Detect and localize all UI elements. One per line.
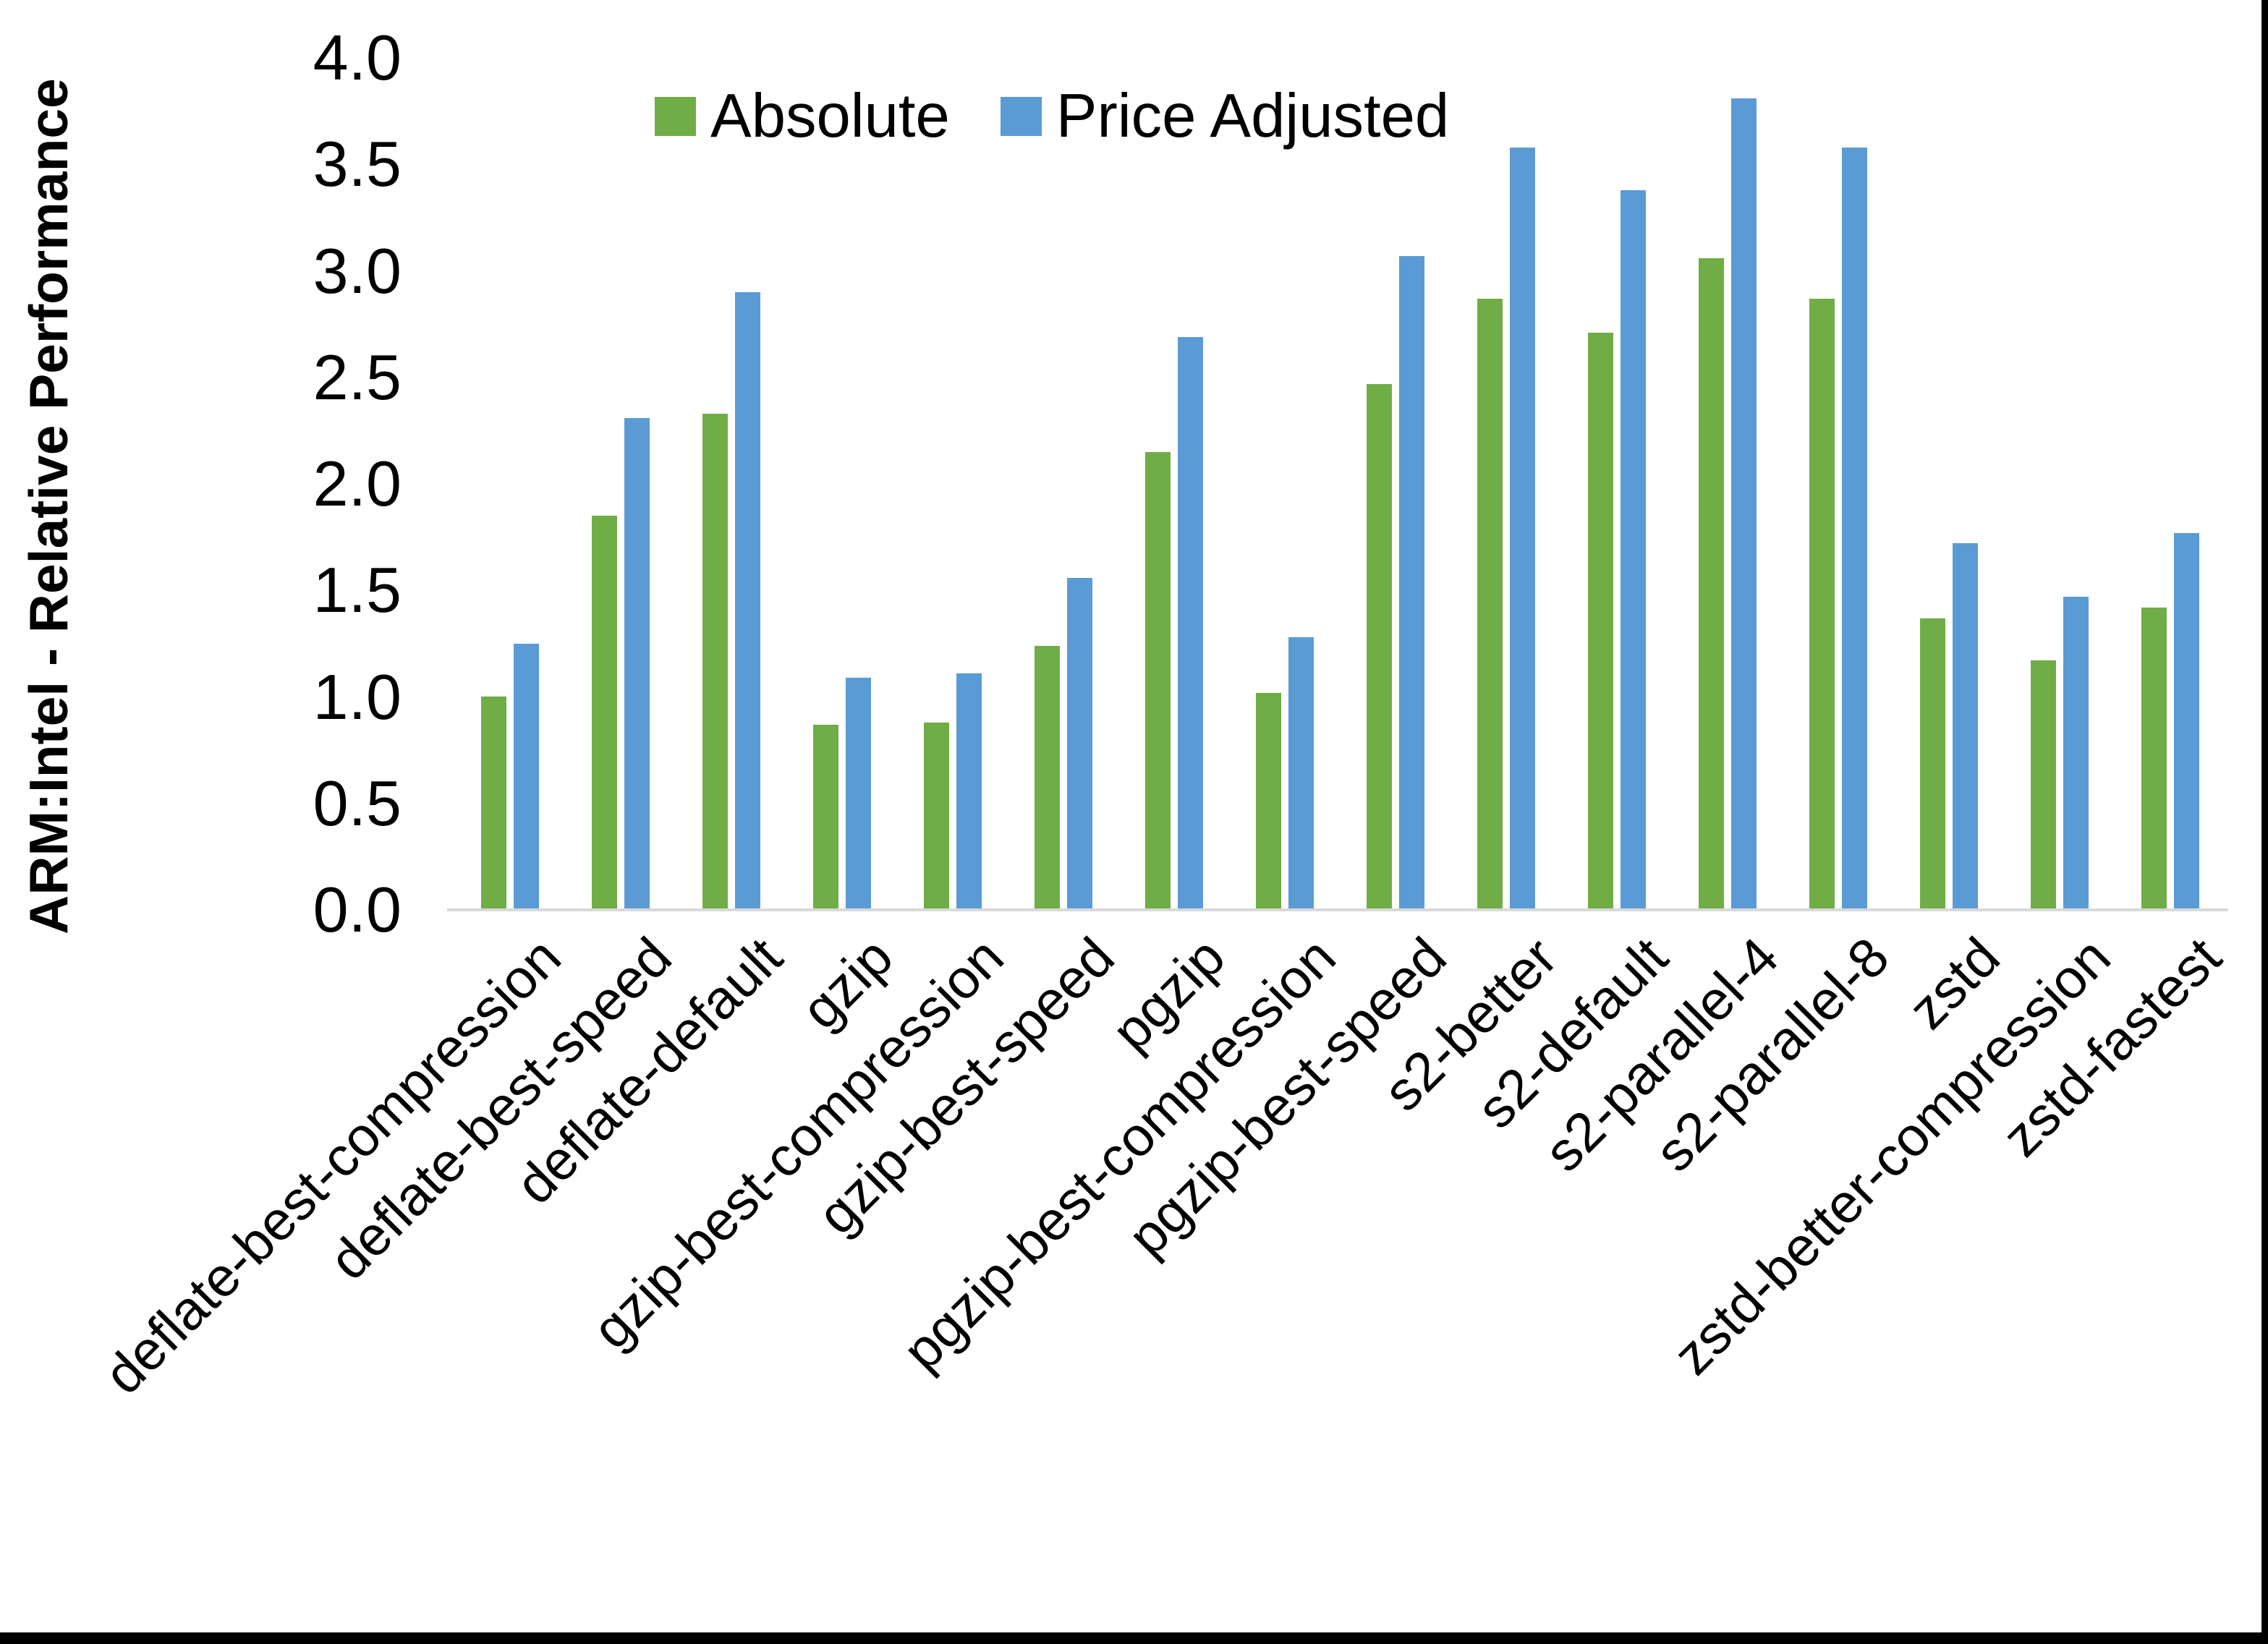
bar-s2-parallel-4-absolute xyxy=(1699,258,1724,910)
bar-zstd-absolute xyxy=(1920,618,1945,910)
bar-pgzip-best-speed-absolute xyxy=(1367,384,1392,910)
legend: Absolute Price Adjusted xyxy=(655,85,1449,147)
y-tick-label: 0.5 xyxy=(313,767,402,839)
bar-s2-default-price-adjusted xyxy=(1621,190,1646,910)
bar-zstd-fastest-absolute xyxy=(2141,608,2167,910)
bottom-border-bar xyxy=(0,1632,2268,1644)
legend-item-absolute: Absolute xyxy=(655,85,950,147)
bar-deflate-best-speed-absolute xyxy=(592,516,617,910)
bar-deflate-best-compression-price-adjusted xyxy=(514,644,539,910)
y-tick-label: 1.5 xyxy=(313,554,402,626)
y-tick-label: 2.0 xyxy=(313,448,402,519)
bar-zstd-better-compression-price-adjusted xyxy=(2063,597,2089,910)
right-border-bar xyxy=(2261,0,2268,1644)
legend-swatch-icon xyxy=(1000,96,1042,136)
y-tick-label: 4.0 xyxy=(313,22,402,93)
bar-gzip-absolute xyxy=(813,725,838,910)
bar-s2-default-absolute xyxy=(1588,333,1613,910)
bar-s2-parallel-8-price-adjusted xyxy=(1842,148,1867,910)
bar-s2-parallel-4-price-adjusted xyxy=(1731,98,1757,910)
legend-swatch-icon xyxy=(655,96,696,136)
legend-label: Absolute xyxy=(710,82,950,150)
bar-deflate-default-price-adjusted xyxy=(735,292,760,910)
y-tick-label: 0.0 xyxy=(313,874,402,945)
bar-gzip-best-compression-price-adjusted xyxy=(956,673,982,910)
y-tick-label: 3.0 xyxy=(313,234,402,307)
bar-gzip-best-compression-absolute xyxy=(924,723,949,910)
legend-item-price-adjusted: Price Adjusted xyxy=(1000,82,1450,150)
bar-pgzip-price-adjusted xyxy=(1178,337,1203,910)
y-tick-label: 1.0 xyxy=(313,660,402,733)
x-axis-line xyxy=(447,908,2228,911)
y-axis-title: ARM:Intel - Relative Performance xyxy=(18,78,79,934)
bar-pgzip-absolute xyxy=(1145,452,1171,910)
bar-pgzip-best-compression-absolute xyxy=(1256,693,1281,910)
bar-pgzip-best-compression-price-adjusted xyxy=(1288,637,1314,910)
bar-pgzip-best-speed-price-adjusted xyxy=(1399,256,1424,910)
y-tick-label: 2.5 xyxy=(313,341,402,413)
bar-gzip-price-adjusted xyxy=(846,678,871,910)
bar-zstd-better-compression-absolute xyxy=(2031,660,2056,910)
bar-zstd-fastest-price-adjusted xyxy=(2174,533,2199,910)
bar-deflate-default-absolute xyxy=(702,414,728,910)
bar-gzip-best-speed-absolute xyxy=(1035,646,1060,910)
y-tick-label: 3.5 xyxy=(313,128,402,200)
bar-s2-parallel-8-absolute xyxy=(1809,299,1835,910)
legend-label: Price Adjusted xyxy=(1056,82,1450,150)
bar-s2-better-absolute xyxy=(1477,299,1503,910)
x-category-label-deflate-best-compression: deflate-best-compression xyxy=(93,926,573,1406)
bar-s2-better-price-adjusted xyxy=(1510,148,1535,910)
bar-zstd-price-adjusted xyxy=(1953,543,1978,910)
bar-deflate-best-speed-price-adjusted xyxy=(624,418,650,910)
bar-deflate-best-compression-absolute xyxy=(481,697,506,910)
bar-gzip-best-speed-price-adjusted xyxy=(1067,578,1092,910)
